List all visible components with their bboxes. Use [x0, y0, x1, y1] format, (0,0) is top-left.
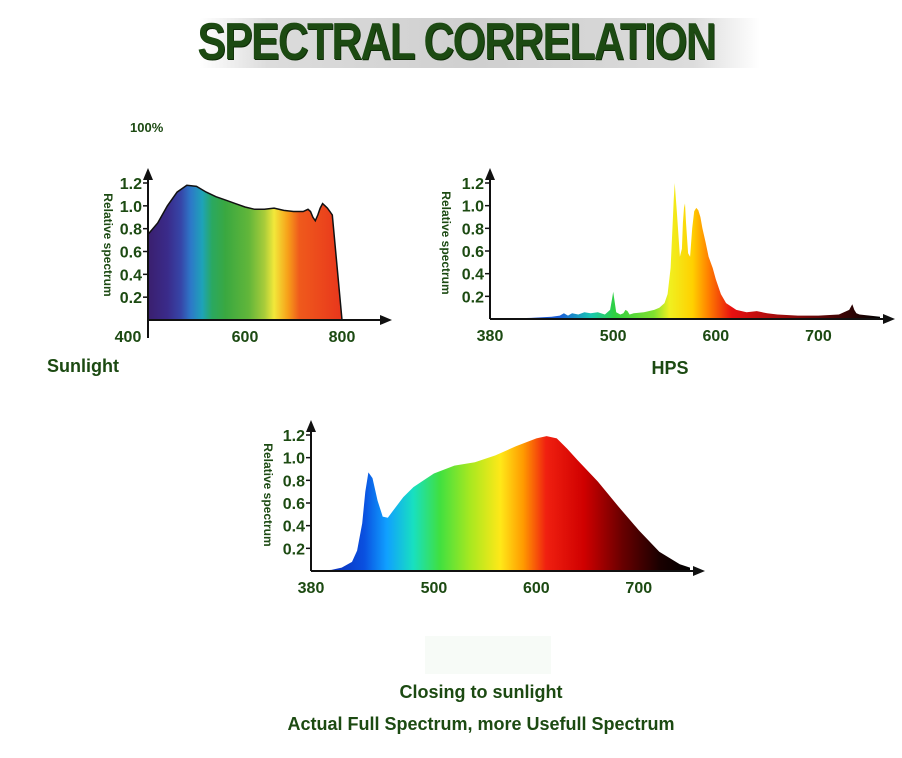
caption-highlight	[425, 636, 551, 674]
chart-panel-2: 0.2 0.4 0.6 0.8 1.0 1.2 380 500 600 700 Relative s…	[439, 168, 895, 345]
percent-label: 100%	[130, 120, 164, 135]
y-tick-label: 0.8	[120, 222, 142, 239]
spectrum-area-3	[311, 436, 690, 571]
y-tick-label: 0.2	[462, 289, 484, 306]
spectrum-area-1	[147, 184, 343, 321]
y-tick-label: 1.2	[462, 176, 484, 193]
x-tick-label: 380	[477, 328, 504, 345]
x-tick-label: 500	[421, 580, 448, 597]
chart-caption-sunlight: Sunlight	[47, 356, 119, 376]
y-tick-label: 0.6	[283, 496, 305, 513]
x-tick-label: 400	[115, 329, 142, 346]
x-tick-label: 800	[329, 329, 356, 346]
y-tick-label: 1.0	[120, 199, 142, 216]
y-tick-label: 0.8	[462, 221, 484, 238]
y-tick-label: 0.2	[283, 541, 305, 558]
chart-panel-1: 0.2 0.4 0.6 0.8 1.0 1.2 400 600 800 Relative spec…	[101, 120, 392, 346]
spectrum-area-2	[490, 183, 880, 319]
x-tick-label: 380	[298, 580, 325, 597]
x-tick-label: 500	[600, 328, 627, 345]
chart-caption-hps: HPS	[651, 358, 689, 378]
x-tick-label: 700	[805, 328, 832, 345]
title-banner	[200, 18, 760, 68]
x-tick-label: 600	[523, 580, 550, 597]
y-axis-label: Relative spectrum	[261, 443, 275, 546]
y-axis-label: Relative spectrum	[101, 193, 115, 296]
y-axis-arrow	[143, 168, 153, 180]
y-axis-arrow	[485, 168, 495, 180]
y-axis-label: Relative spectrum	[439, 191, 453, 294]
y-tick-label: 0.2	[120, 290, 142, 307]
x-tick-label: 600	[702, 328, 729, 345]
x-axis-arrow	[380, 315, 392, 325]
y-tick-label: 1.2	[120, 176, 142, 193]
footer-line-1: Closing to sunlight	[399, 682, 563, 702]
y-axis-arrow	[306, 420, 316, 432]
x-axis-arrow	[693, 566, 705, 576]
footer-line-2: Actual Full Spectrum, more Usefull Spect…	[287, 714, 675, 734]
chart-panel-3: 0.2 0.4 0.6 0.8 1.0 1.2 380 500 600 700 Relative s…	[261, 420, 705, 597]
y-tick-label: 0.4	[120, 267, 142, 284]
y-tick-label: 1.0	[462, 199, 484, 216]
x-axis-arrow	[883, 314, 895, 324]
x-tick-label: 600	[232, 329, 259, 346]
y-tick-label: 0.8	[283, 473, 305, 490]
y-tick-label: 0.4	[462, 267, 484, 284]
y-tick-label: 0.6	[120, 245, 142, 262]
y-tick-label: 1.0	[283, 451, 305, 468]
page-title: SPECTRAL CORRELATION	[197, 13, 716, 71]
y-tick-label: 1.2	[283, 428, 305, 445]
y-tick-label: 0.4	[283, 519, 305, 536]
x-tick-label: 700	[625, 580, 652, 597]
y-tick-label: 0.6	[462, 244, 484, 261]
